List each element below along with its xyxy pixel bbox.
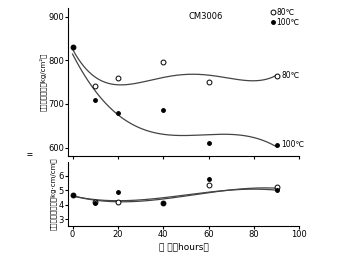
Legend: 80℃, 100℃: 80℃, 100℃ [272, 8, 299, 27]
Text: CM3006: CM3006 [188, 12, 223, 21]
Y-axis label: 拉伸屈服强度（kg/cm²）: 拉伸屈服强度（kg/cm²） [39, 53, 47, 111]
Y-axis label: 悬臂梁冲击强度（kg·cm/cm）: 悬臂梁冲击强度（kg·cm/cm） [50, 158, 57, 230]
Text: 100℃: 100℃ [281, 140, 304, 149]
Text: =: = [27, 150, 33, 160]
Text: 80℃: 80℃ [281, 71, 299, 80]
X-axis label: 时 间（hours）: 时 间（hours） [159, 242, 208, 251]
